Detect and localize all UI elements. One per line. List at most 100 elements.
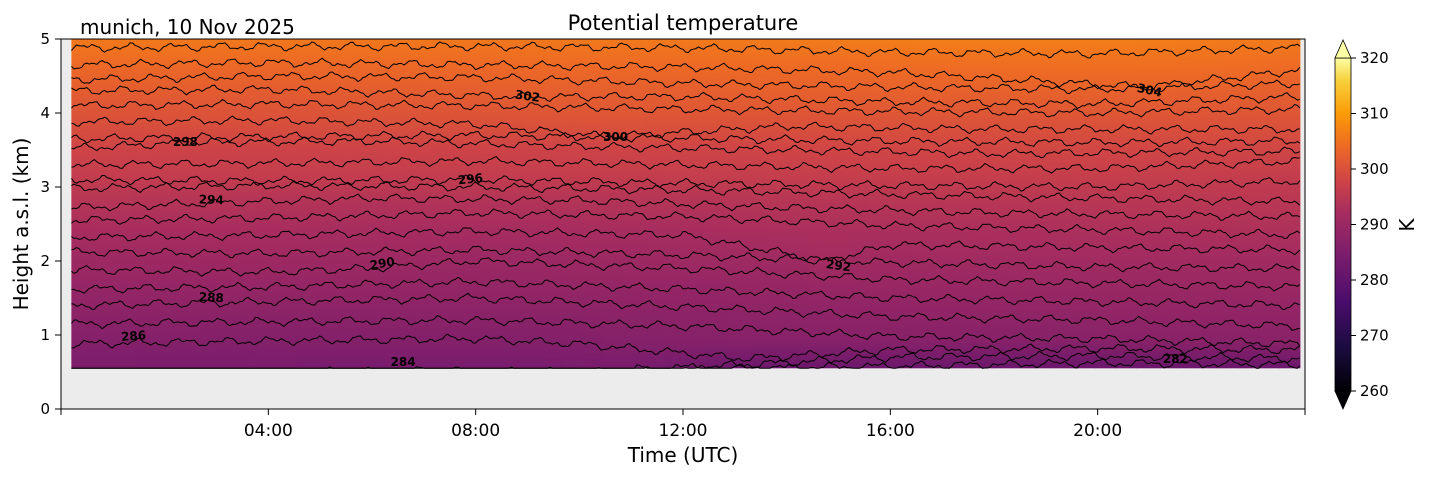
contour-line-299 [71,130,1301,148]
contour-line-305 [71,41,1301,59]
field-strip [951,39,973,369]
x-tick-label: 04:00 [244,421,293,441]
x-axis-ticks: 04:00 08:00 12:00 16:00 20:00 [60,409,1306,441]
field-strip [1095,39,1117,369]
field-strip [726,39,748,369]
contour-lines [70,41,1301,369]
contour-line-286 [71,333,1301,362]
contour-line-298 [71,136,1301,159]
contour-line-296 [70,174,1301,192]
field-strip [91,39,113,369]
contour-label-282: 282 [1163,352,1188,366]
colorbar-tick-label: 260 [1360,382,1389,400]
field-strip [112,39,134,369]
colorbar-tick-label: 310 [1360,105,1389,123]
contour-label-298: 298 [173,135,198,149]
field-strip [1176,39,1199,369]
contour-label-288: 288 [198,290,224,305]
colorbar-extend-min [1334,390,1352,410]
colorbar-tick-label: 300 [1360,160,1389,178]
contour-line-303 [71,71,1301,95]
field-strip [972,39,994,369]
field-strip [1217,39,1239,369]
contour-line-289 [71,276,1300,311]
colorbar-body [1334,57,1352,392]
field-strip [439,39,461,369]
field-strip [1258,39,1280,369]
field-strip [501,39,523,369]
field-strip [460,39,482,369]
field-strip [808,39,830,369]
field-strip [296,39,318,369]
field-strip [869,39,891,369]
contour-line-304 [71,57,1301,92]
x-tick-label: 08:00 [451,421,500,441]
field-strip [1033,39,1055,369]
field-strip [828,39,850,369]
field-strip [1013,39,1035,369]
field-strip [1115,39,1137,369]
chart-title: Potential temperature [568,11,799,35]
contour-label-300: 300 [603,130,628,144]
x-tick-label: 12:00 [659,421,708,441]
field-strip [603,39,625,369]
y-tick-label: 4 [40,104,50,122]
contour-label-302: 302 [514,88,541,105]
field-strip [173,39,195,369]
contour-label-294: 294 [199,192,225,207]
y-tick-label: 3 [40,178,50,196]
contour-label-290: 290 [369,254,396,272]
contour-line-297 [71,156,1300,174]
contour-line-292 [71,227,1301,263]
field-strip [378,39,400,369]
colorbar: 260 270 280 290 300 310 320 K [1334,39,1419,410]
field-strip [890,39,912,369]
field-strip [767,39,789,369]
y-axis-label: Height a.s.l. (km) [9,138,33,311]
contour-line-300 [71,115,1300,141]
field-strip [583,39,605,369]
contour-line-290 [71,257,1301,292]
contour-line-302 [71,84,1300,110]
x-axis-label: Time (UTC) [627,443,739,467]
contour-line-291 [71,245,1300,273]
field-strip [992,39,1014,369]
colorbar-ticks: 260 270 280 290 300 310 320 [1351,49,1389,400]
contour-label-296: 296 [457,171,483,188]
field-strip [337,39,359,369]
y-tick-label: 0 [40,400,50,418]
contour-labels: 282 284 286 288 290 292 294 296 298 300 302 304 [121,81,1188,369]
contour-line-287 [71,315,1301,348]
contour-label-284: 284 [391,355,416,369]
potential-temperature-field [71,39,1301,369]
field-strip [1054,39,1076,369]
colorbar-label: K [1395,218,1419,232]
field-strip [931,39,953,369]
field-strip [849,39,871,369]
field-strip [358,39,380,369]
field-strip [787,39,810,369]
field-strip [665,39,687,369]
x-tick-label: 20:00 [1073,421,1122,441]
field-strip [398,39,421,369]
contour-label-304: 304 [1136,81,1163,100]
y-tick-label: 1 [40,326,50,344]
field-strip [1136,39,1158,369]
colorbar-tick-label: 290 [1360,216,1389,234]
contour-line-288 [71,292,1300,331]
x-tick-label: 16:00 [866,421,915,441]
field-strip [419,39,441,369]
colorbar-tick-label: 320 [1360,49,1389,67]
y-tick-label: 2 [40,252,50,270]
field-strip [624,39,646,369]
contour-line-295 [71,180,1301,206]
field-strip [1156,39,1178,369]
contour-line-293 [71,208,1301,240]
field-strip [153,39,175,369]
field-strip [1197,39,1219,369]
contour-label-286: 286 [121,328,147,344]
contour-line-294 [71,193,1301,221]
colorbar-tick-label: 280 [1360,271,1389,289]
contour-line-301 [71,98,1301,118]
